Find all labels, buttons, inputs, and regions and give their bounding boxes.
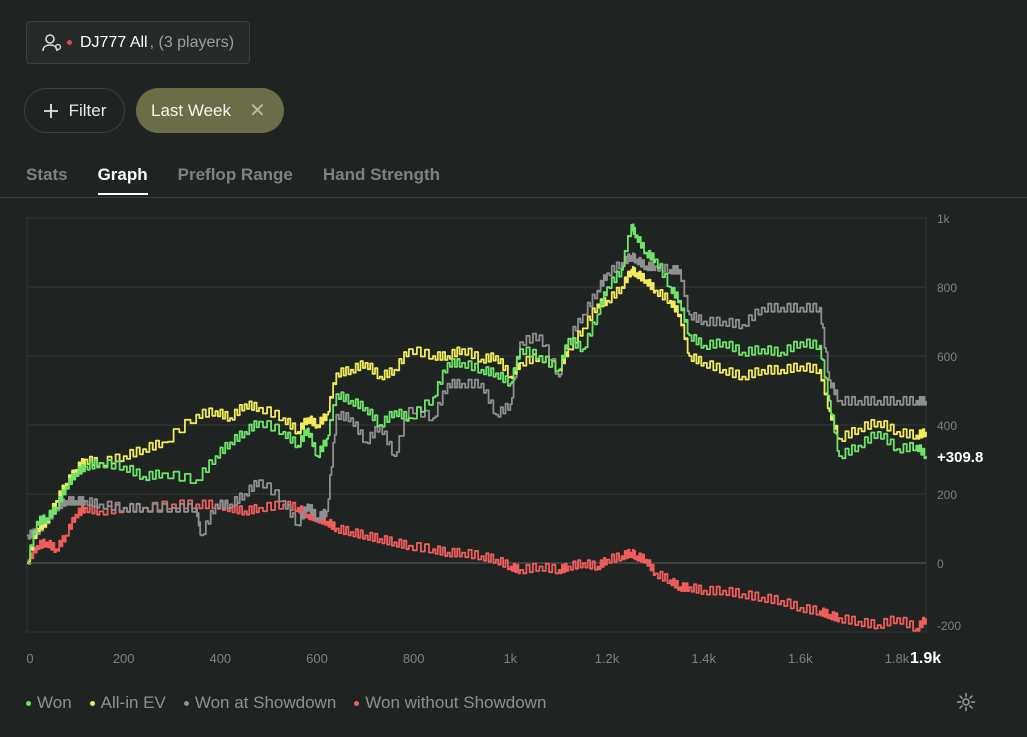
x-tick-label: 800 [403, 651, 425, 666]
current-value-label: +309.8 [937, 449, 983, 466]
legend-label: Won [37, 693, 72, 712]
legend-swatch [354, 700, 360, 706]
legend-label: Won at Showdown [194, 693, 337, 712]
chart-legend: Won All-in EV Won at Showdown Won withou… [26, 693, 546, 713]
x-end-label: 1.9k [910, 650, 941, 667]
profit-chart[interactable]: 1k 800 600 400 200 0 -200 0 200 400 600 800 1k 1.2k 1.… [0, 200, 1027, 680]
y-tick-label: 1k [937, 212, 951, 226]
series-line-won-without-showdown [27, 499, 927, 632]
players-icon [42, 33, 62, 51]
legend-label: Won without Showdown [365, 693, 547, 712]
x-tick-label: 1.4k [691, 651, 716, 666]
x-tick-label: 1.6k [788, 651, 813, 666]
tabs-divider [0, 197, 1027, 198]
y-tick-label: 800 [937, 281, 957, 295]
tab-bar: Stats Graph Preflop Range Hand Strength [26, 165, 440, 195]
series-line-won-at-showdown [27, 252, 927, 540]
filter-button[interactable]: Filter [24, 88, 125, 133]
legend-allin-ev[interactable]: All-in EV [89, 693, 166, 713]
tab-graph[interactable]: Graph [97, 165, 148, 195]
x-tick-label: 200 [113, 651, 135, 666]
active-filter-chip[interactable]: Last Week ✕ [136, 88, 284, 133]
player-name: DJ777 All [80, 33, 148, 51]
legend-swatch [183, 700, 189, 706]
legend-won-at-showdown[interactable]: Won at Showdown [183, 693, 337, 713]
y-tick-label: 600 [937, 350, 957, 364]
legend-label: All-in EV [100, 693, 166, 712]
legend-won-without-showdown[interactable]: Won without Showdown [354, 693, 546, 713]
x-tick-label: 600 [306, 651, 328, 666]
y-tick-label: -200 [937, 619, 961, 633]
x-tick-label: 1.2k [595, 651, 620, 666]
tab-stats[interactable]: Stats [26, 165, 68, 184]
tab-preflop-range[interactable]: Preflop Range [177, 165, 293, 184]
legend-won[interactable]: Won [26, 693, 72, 713]
status-dot [67, 40, 72, 45]
series-line-won [27, 223, 927, 564]
x-tick-label: 0 [26, 651, 33, 666]
x-tick-label: 400 [209, 651, 231, 666]
series-line-all-in-ev [27, 266, 927, 564]
x-tick-label: 1k [503, 651, 517, 666]
y-tick-label: 400 [937, 419, 957, 433]
y-tick-label: 0 [937, 557, 944, 571]
legend-swatch [26, 700, 31, 706]
player-count: , (3 players) [149, 33, 235, 51]
plus-icon [43, 103, 58, 118]
tab-hand-strength[interactable]: Hand Strength [322, 165, 440, 184]
chip-label: Last Week [151, 100, 232, 120]
legend-swatch [89, 700, 95, 706]
player-selector[interactable]: DJ777 All , (3 players) [26, 21, 250, 64]
close-icon[interactable]: ✕ [249, 99, 266, 122]
filter-label: Filter [68, 100, 107, 120]
x-tick-label: 1.8k [885, 651, 910, 666]
y-tick-label: 200 [937, 488, 957, 502]
gear-icon[interactable] [956, 692, 976, 712]
